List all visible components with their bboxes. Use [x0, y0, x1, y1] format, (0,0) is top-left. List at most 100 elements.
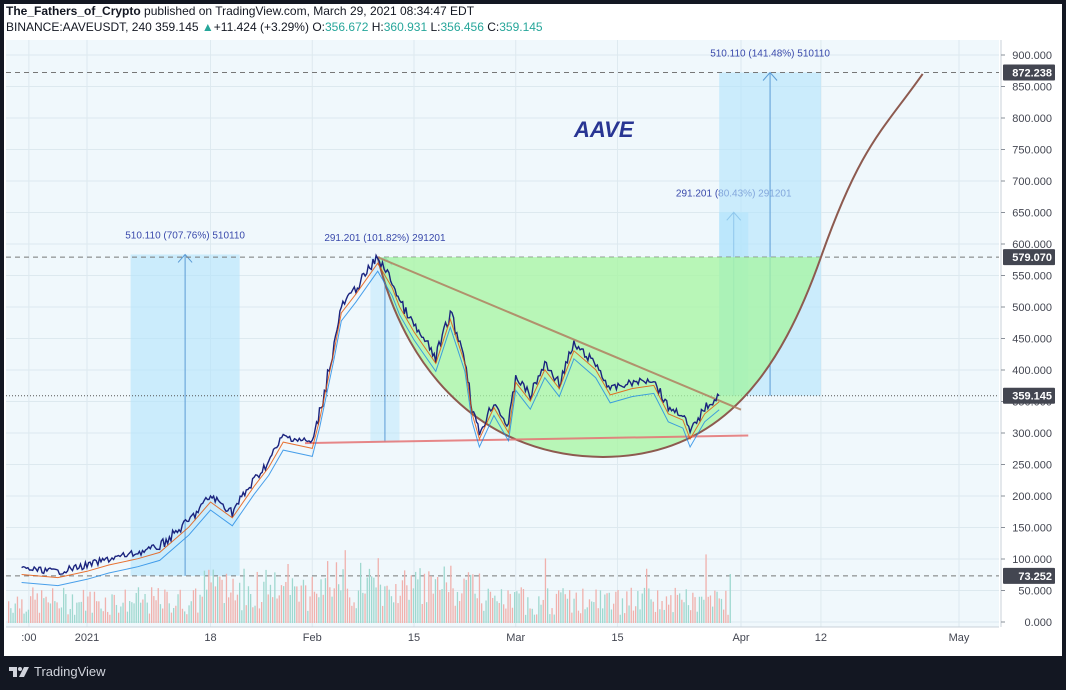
volume-bar — [606, 593, 608, 623]
y-tick-label: 450.000 — [1012, 334, 1052, 346]
volume-bar — [164, 589, 166, 623]
volume-bar — [181, 608, 184, 623]
volume-bar — [151, 587, 153, 623]
volume-bar — [8, 601, 10, 623]
volume-bar — [428, 571, 430, 623]
volume-bar — [533, 614, 536, 623]
volume-bar — [712, 606, 714, 623]
volume-bar — [558, 590, 560, 623]
y-tick-label: 100.000 — [1012, 554, 1052, 566]
volume-bar — [668, 604, 670, 623]
volume-bar — [58, 608, 60, 623]
volume-bar — [289, 594, 291, 623]
measure-arrowhead — [762, 71, 778, 81]
volume-bar — [65, 594, 67, 623]
volume-bar — [538, 596, 540, 623]
volume-bar — [386, 585, 388, 623]
ohlc-header: BINANCE:AAVEUSDT, 240 359.145 ▲+11.424 (… — [6, 20, 543, 34]
volume-bar — [245, 605, 247, 623]
high-label: H: — [371, 20, 384, 34]
last-price: 359.145 — [155, 20, 199, 34]
price-chart[interactable]: 510.110 (707.76%) 510110 291.201 (101.82%… — [0, 0, 1066, 656]
close-value: 359.145 — [499, 20, 543, 34]
volume-bar — [518, 593, 520, 623]
volume-bar — [54, 601, 56, 623]
volume-bar — [723, 609, 725, 623]
volume-bar — [454, 605, 456, 623]
volume-bar — [329, 587, 331, 623]
volume-bar — [430, 575, 432, 623]
volume-bar — [408, 599, 410, 623]
volume-bar — [632, 610, 635, 623]
volume-bar — [157, 588, 159, 623]
volume-bar — [267, 594, 269, 623]
symbol-label[interactable]: BINANCE:AAVEUSDT, 240 — [6, 20, 152, 34]
volume-bar — [192, 590, 195, 623]
volume-bar — [637, 591, 639, 623]
volume-bar — [604, 594, 606, 623]
volume-bar — [129, 601, 131, 623]
volume-bar — [472, 574, 474, 623]
volume-bar — [89, 591, 91, 623]
volume-bar — [318, 597, 320, 623]
volume-bar — [727, 614, 729, 623]
volume-bar — [701, 596, 703, 623]
volume-bar — [25, 611, 27, 623]
y-tick-label: 250.000 — [1012, 460, 1052, 472]
volume-bar — [111, 594, 113, 623]
volume-bar — [82, 589, 85, 623]
volume-bar — [173, 607, 175, 623]
volume-bar — [520, 587, 522, 623]
volume-bar — [487, 588, 489, 623]
volume-bar — [621, 598, 624, 623]
volume-bar — [371, 576, 373, 623]
volume-bar — [582, 588, 584, 623]
volume-bar — [439, 589, 441, 623]
volume-bar — [159, 604, 162, 623]
y-tick-label: 50.000 — [1018, 586, 1052, 598]
volume-bar — [690, 610, 692, 623]
volume-bar — [16, 596, 19, 623]
volume-bar — [527, 597, 529, 623]
volume-bar — [56, 602, 58, 623]
volume-bar — [663, 609, 665, 623]
volume-bar — [43, 598, 45, 623]
volume-bar — [586, 607, 588, 623]
volume-bar — [60, 607, 63, 623]
volume-bar — [331, 596, 333, 623]
volume-bar — [597, 608, 599, 623]
volume-bar — [659, 609, 661, 623]
publish-header: The_Fathers_of_Crypto published on Tradi… — [6, 4, 474, 18]
open-value: 356.672 — [325, 20, 369, 34]
volume-bar — [648, 588, 650, 623]
volume-bar — [14, 603, 16, 623]
volume-bar — [80, 601, 82, 623]
tradingview-logo-icon[interactable] — [8, 664, 30, 680]
volume-bar — [692, 592, 694, 623]
author-name[interactable]: The_Fathers_of_Crypto — [6, 4, 141, 18]
volume-bar — [140, 602, 142, 623]
volume-bar — [441, 589, 443, 623]
volume-bar — [415, 571, 417, 623]
volume-bar — [126, 611, 129, 623]
volume-bar — [445, 582, 448, 623]
volume-bar — [190, 601, 192, 623]
volume-bar — [175, 605, 177, 623]
volume-bar — [69, 608, 71, 623]
volume-bar — [298, 601, 300, 623]
volume-bar — [588, 599, 591, 623]
volume-bar — [93, 591, 96, 623]
volume-bar — [617, 589, 619, 623]
volume-bar — [122, 602, 124, 623]
volume-bar — [109, 614, 111, 623]
chart-title: AAVE — [573, 117, 635, 142]
volume-bar — [564, 594, 566, 623]
footer-brand[interactable]: TradingView — [34, 664, 106, 679]
volume-bar — [549, 614, 551, 623]
volume-bar — [718, 598, 720, 623]
volume-bar — [698, 596, 701, 623]
volume-bar — [635, 606, 637, 623]
volume-bar — [96, 601, 98, 623]
volume-bar — [696, 611, 698, 623]
volume-bar — [496, 601, 498, 623]
